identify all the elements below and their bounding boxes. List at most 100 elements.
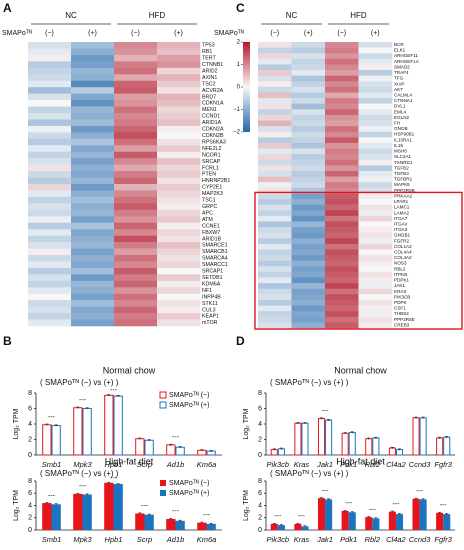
y-tick-label: 6 [28,490,32,497]
heatmap-cell [114,203,158,211]
heatmap-cell [258,137,292,144]
heatmap-cell [325,260,359,267]
heatmap-cell [258,98,292,104]
row-label: SLC2A1 [394,154,412,159]
heatmap-cell [258,53,292,60]
heatmap-cell [114,48,158,56]
row-label: MAPK9 [394,182,410,187]
heatmap-cell [71,87,115,94]
heatmap-cell [358,249,393,256]
heatmap-cell [71,177,115,185]
heatmap-cell [291,154,326,161]
heatmap-cell [114,229,158,236]
heatmap-cell [28,125,72,133]
heatmap-cell [358,243,393,250]
row-label: ACVR2A [202,88,224,94]
heatmap-cell [291,148,326,155]
heatmap-cell [358,316,393,323]
x-tick-label: Pik3cb [267,535,290,544]
heatmap-cell [28,93,72,101]
heatmap-cell [71,54,115,62]
colorbar-tick-label: −1 [233,107,241,113]
heatmap-cell [358,193,393,200]
heatmap-cell [28,196,72,204]
heatmap-cell [258,148,292,155]
heatmap-cell [71,196,115,204]
bar [294,523,302,530]
heatmap-cell [28,313,72,320]
heatmap-cell [71,106,115,114]
heatmap-cell [258,176,292,183]
heatmap-cell [258,75,292,82]
heatmap-cell [358,58,393,65]
heatmap-cell [325,271,359,278]
heatmap-cell [291,243,326,250]
heatmap-cell [325,58,359,65]
row-label: TERT [202,56,216,62]
bar [443,436,451,456]
heatmap-cell [291,142,326,149]
heatmap-cell [71,61,115,69]
column-label: (−) [131,30,140,37]
row-label: NCOR1 [202,152,221,158]
row-label: COL4A4 [394,250,412,255]
heatmap-cell [358,159,393,166]
heatmap-cell [157,119,201,127]
heatmap-cell [28,216,72,224]
heatmap-cell [325,210,359,217]
bar [388,447,396,456]
bar [42,424,52,456]
heatmap-cell [258,210,292,217]
heatmap-cell [325,322,359,329]
heatmap-cell [258,86,292,93]
panel-label: B [3,334,12,348]
chart-title: High-fat diet [105,456,154,466]
highlight-box [254,191,463,330]
colorbar-tick-label: 0 [237,85,241,91]
heatmap-cell [325,42,359,48]
heatmap-cell [71,203,115,211]
heatmap-cell [258,159,292,166]
heatmap-cell [157,229,201,236]
heatmap-cell [358,70,393,76]
row-label: TFG [394,76,404,81]
heatmap-cell [258,322,292,329]
x-tick-label: Pik3cb [267,460,290,469]
heatmap-cell [258,42,292,48]
row-label: NFE2L2 [202,146,221,152]
heatmap-cell [71,216,115,224]
bar [436,512,444,530]
heatmap-cell [358,154,393,161]
heatmap-cell [157,138,201,146]
bar [175,520,185,530]
colorbar-tick-label: −2 [233,130,241,136]
bar [412,417,420,456]
row-label: GNGB1 [394,233,411,238]
heatmap-cell [358,137,393,144]
heatmap-cell [28,138,72,146]
heatmap-cell [258,114,292,121]
heatmap-cell [258,182,292,189]
heatmap-cell [358,215,393,222]
heatmap-cell [114,209,158,217]
heatmap-cell [358,114,393,121]
row-label: FGFR2 [394,238,410,243]
row-label: CDKN1A [202,101,224,107]
heatmap-cell [114,287,158,295]
row-label: HSP90B1 [394,132,415,137]
heatmap-cell [358,299,393,306]
heatmap-cell [291,322,326,329]
heatmap-cell [325,165,359,172]
heatmap-cell [325,176,359,183]
heatmap-cell [291,277,326,284]
heatmap-cell [71,190,115,198]
row-label: SMARCB1 [202,249,228,255]
heatmap-cell [291,170,326,177]
heatmap-cell [291,193,326,200]
x-tick-label: Jak1 [316,535,333,544]
y-tick-label: 8 [258,478,262,485]
heatmap-cell [114,293,158,301]
chart-title: Normal chow [334,365,387,375]
heatmap-cell [291,238,326,245]
significance-mark: --- [416,488,424,495]
